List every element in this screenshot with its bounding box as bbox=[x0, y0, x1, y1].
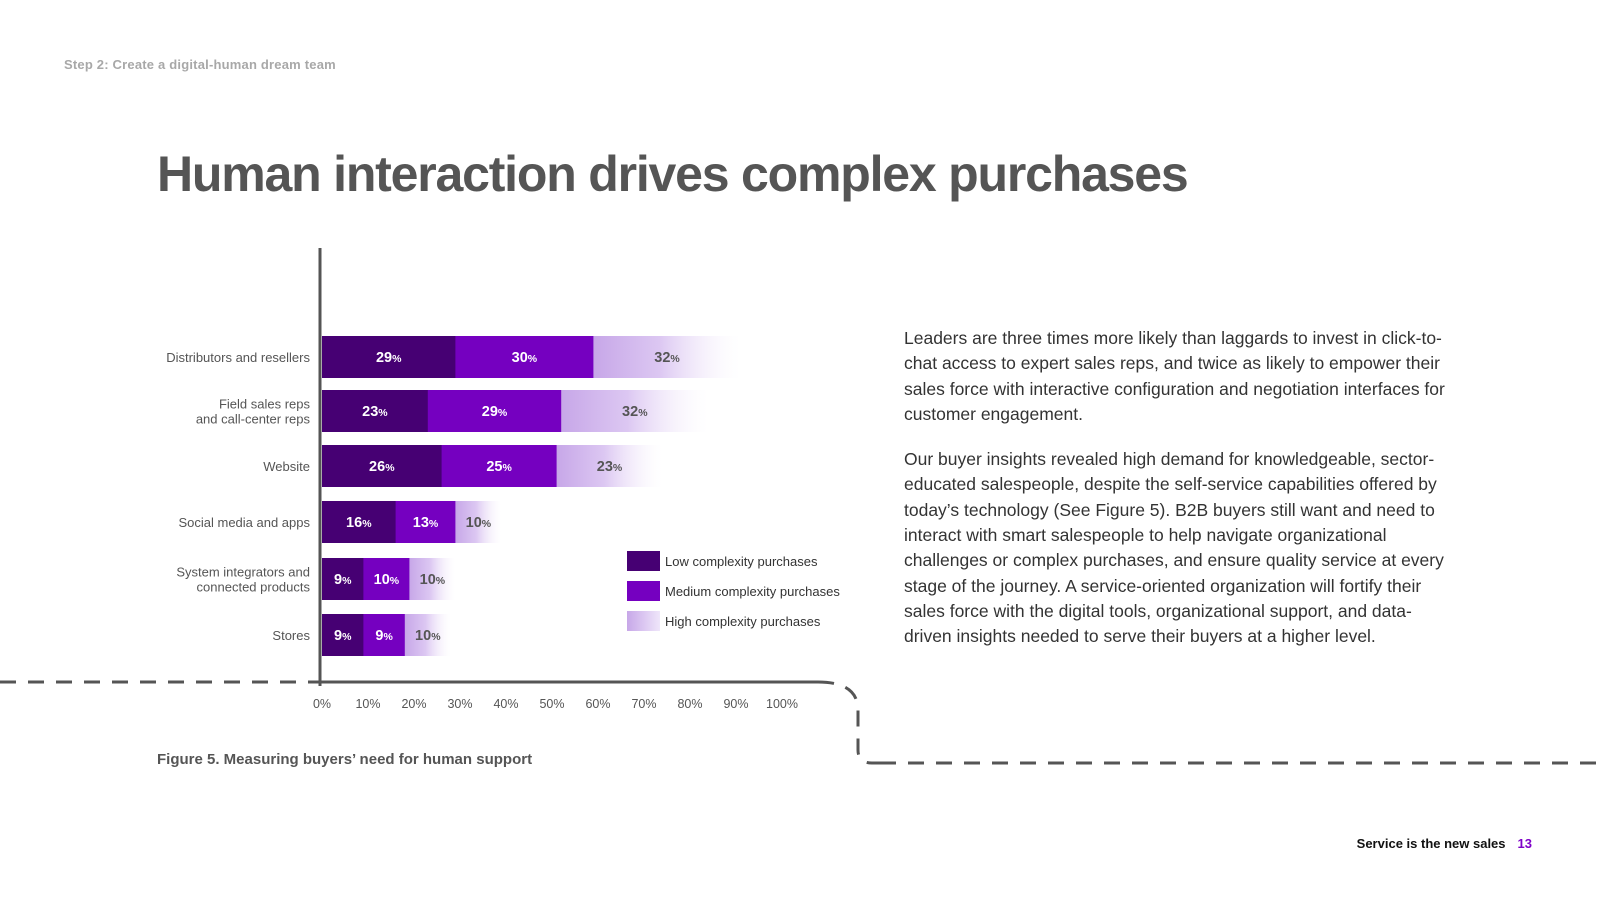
x-tick-label: 0% bbox=[313, 697, 331, 711]
data-label: 10% bbox=[415, 628, 441, 644]
dashed-path-curve bbox=[817, 680, 880, 765]
data-label: 32% bbox=[654, 350, 680, 366]
bar-low-6 bbox=[322, 614, 365, 656]
data-label: 9% bbox=[334, 572, 352, 588]
category-label: Website bbox=[263, 459, 310, 474]
legend-label: High complexity purchases bbox=[665, 614, 821, 629]
x-tick-label: 80% bbox=[677, 697, 702, 711]
data-label: 25% bbox=[486, 459, 512, 475]
bar-low-4 bbox=[322, 501, 397, 543]
bar-low-5 bbox=[322, 558, 365, 600]
x-tick-label: 60% bbox=[585, 697, 610, 711]
data-label: 23% bbox=[362, 404, 388, 420]
category-label: Distributors and resellers bbox=[166, 350, 310, 365]
body-text: Leaders are three times more likely than… bbox=[904, 326, 1452, 670]
bar-high-4 bbox=[455, 501, 502, 543]
bar-low-3 bbox=[322, 445, 443, 487]
category-label: System integrators and connected products bbox=[176, 565, 310, 595]
legend-swatch-low bbox=[627, 551, 660, 571]
page-number: 13 bbox=[1517, 836, 1532, 851]
x-tick-label: 100% bbox=[766, 697, 798, 711]
bar-low-2 bbox=[322, 390, 429, 432]
x-tick-label: 30% bbox=[447, 697, 472, 711]
bar-high-6 bbox=[404, 614, 451, 656]
dashed-path-right bbox=[880, 761, 1600, 765]
legend-swatch-medium bbox=[627, 581, 660, 601]
bar-high-2 bbox=[561, 390, 709, 432]
data-label: 32% bbox=[622, 404, 648, 420]
legend-swatch-high bbox=[627, 611, 660, 631]
body-paragraph-2: Our buyer insights revealed high demand … bbox=[904, 449, 1444, 647]
data-label: 10% bbox=[374, 572, 400, 588]
bar-medium-4 bbox=[395, 501, 457, 543]
data-label: 9% bbox=[334, 628, 352, 644]
category-label: Field sales reps and call-center reps bbox=[196, 397, 311, 427]
category-label: Stores bbox=[272, 628, 310, 643]
category-label: Social media and apps bbox=[178, 515, 310, 530]
figure-caption: Figure 5. Measuring buyers’ need for hum… bbox=[157, 751, 533, 768]
footer-title: Service is the new sales bbox=[1356, 836, 1506, 851]
x-tick-label: 10% bbox=[355, 697, 380, 711]
data-label: 16% bbox=[346, 515, 372, 531]
bar-high-1 bbox=[593, 336, 741, 378]
bar-medium-5 bbox=[363, 558, 411, 600]
bar-medium-1 bbox=[455, 336, 595, 378]
data-label: 30% bbox=[512, 350, 538, 366]
legend-label: Low complexity purchases bbox=[665, 554, 818, 569]
data-label: 29% bbox=[376, 350, 402, 366]
x-tick-label: 50% bbox=[539, 697, 564, 711]
bar-low-1 bbox=[322, 336, 457, 378]
bar-medium-2 bbox=[427, 390, 563, 432]
chart: 29% 30% 32% Distributors and resellers 23% 29… bbox=[0, 248, 880, 765]
bar-high-3 bbox=[556, 445, 663, 487]
data-label: 23% bbox=[597, 459, 623, 475]
bar-high-5 bbox=[409, 558, 456, 600]
step-label: Step 2: Create a digital-human dream tea… bbox=[64, 57, 336, 72]
data-label: 26% bbox=[369, 459, 395, 475]
data-label: 10% bbox=[466, 515, 492, 531]
bar-medium-3 bbox=[441, 445, 558, 487]
data-label: 9% bbox=[375, 628, 393, 644]
x-tick-label: 40% bbox=[493, 697, 518, 711]
x-tick-label: 20% bbox=[401, 697, 426, 711]
data-label: 29% bbox=[482, 404, 508, 420]
data-label: 10% bbox=[420, 572, 446, 588]
bar-medium-6 bbox=[363, 614, 406, 656]
x-tick-label: 70% bbox=[631, 697, 656, 711]
body-paragraph-1: Leaders are three times more likely than… bbox=[904, 328, 1445, 424]
data-label: 13% bbox=[413, 515, 439, 531]
page-title: Human interaction drives complex purchas… bbox=[157, 146, 1189, 202]
x-tick-label: 90% bbox=[723, 697, 748, 711]
footer: Service is the new sales 13 bbox=[1357, 836, 1532, 851]
legend-label: Medium complexity purchases bbox=[665, 584, 840, 599]
